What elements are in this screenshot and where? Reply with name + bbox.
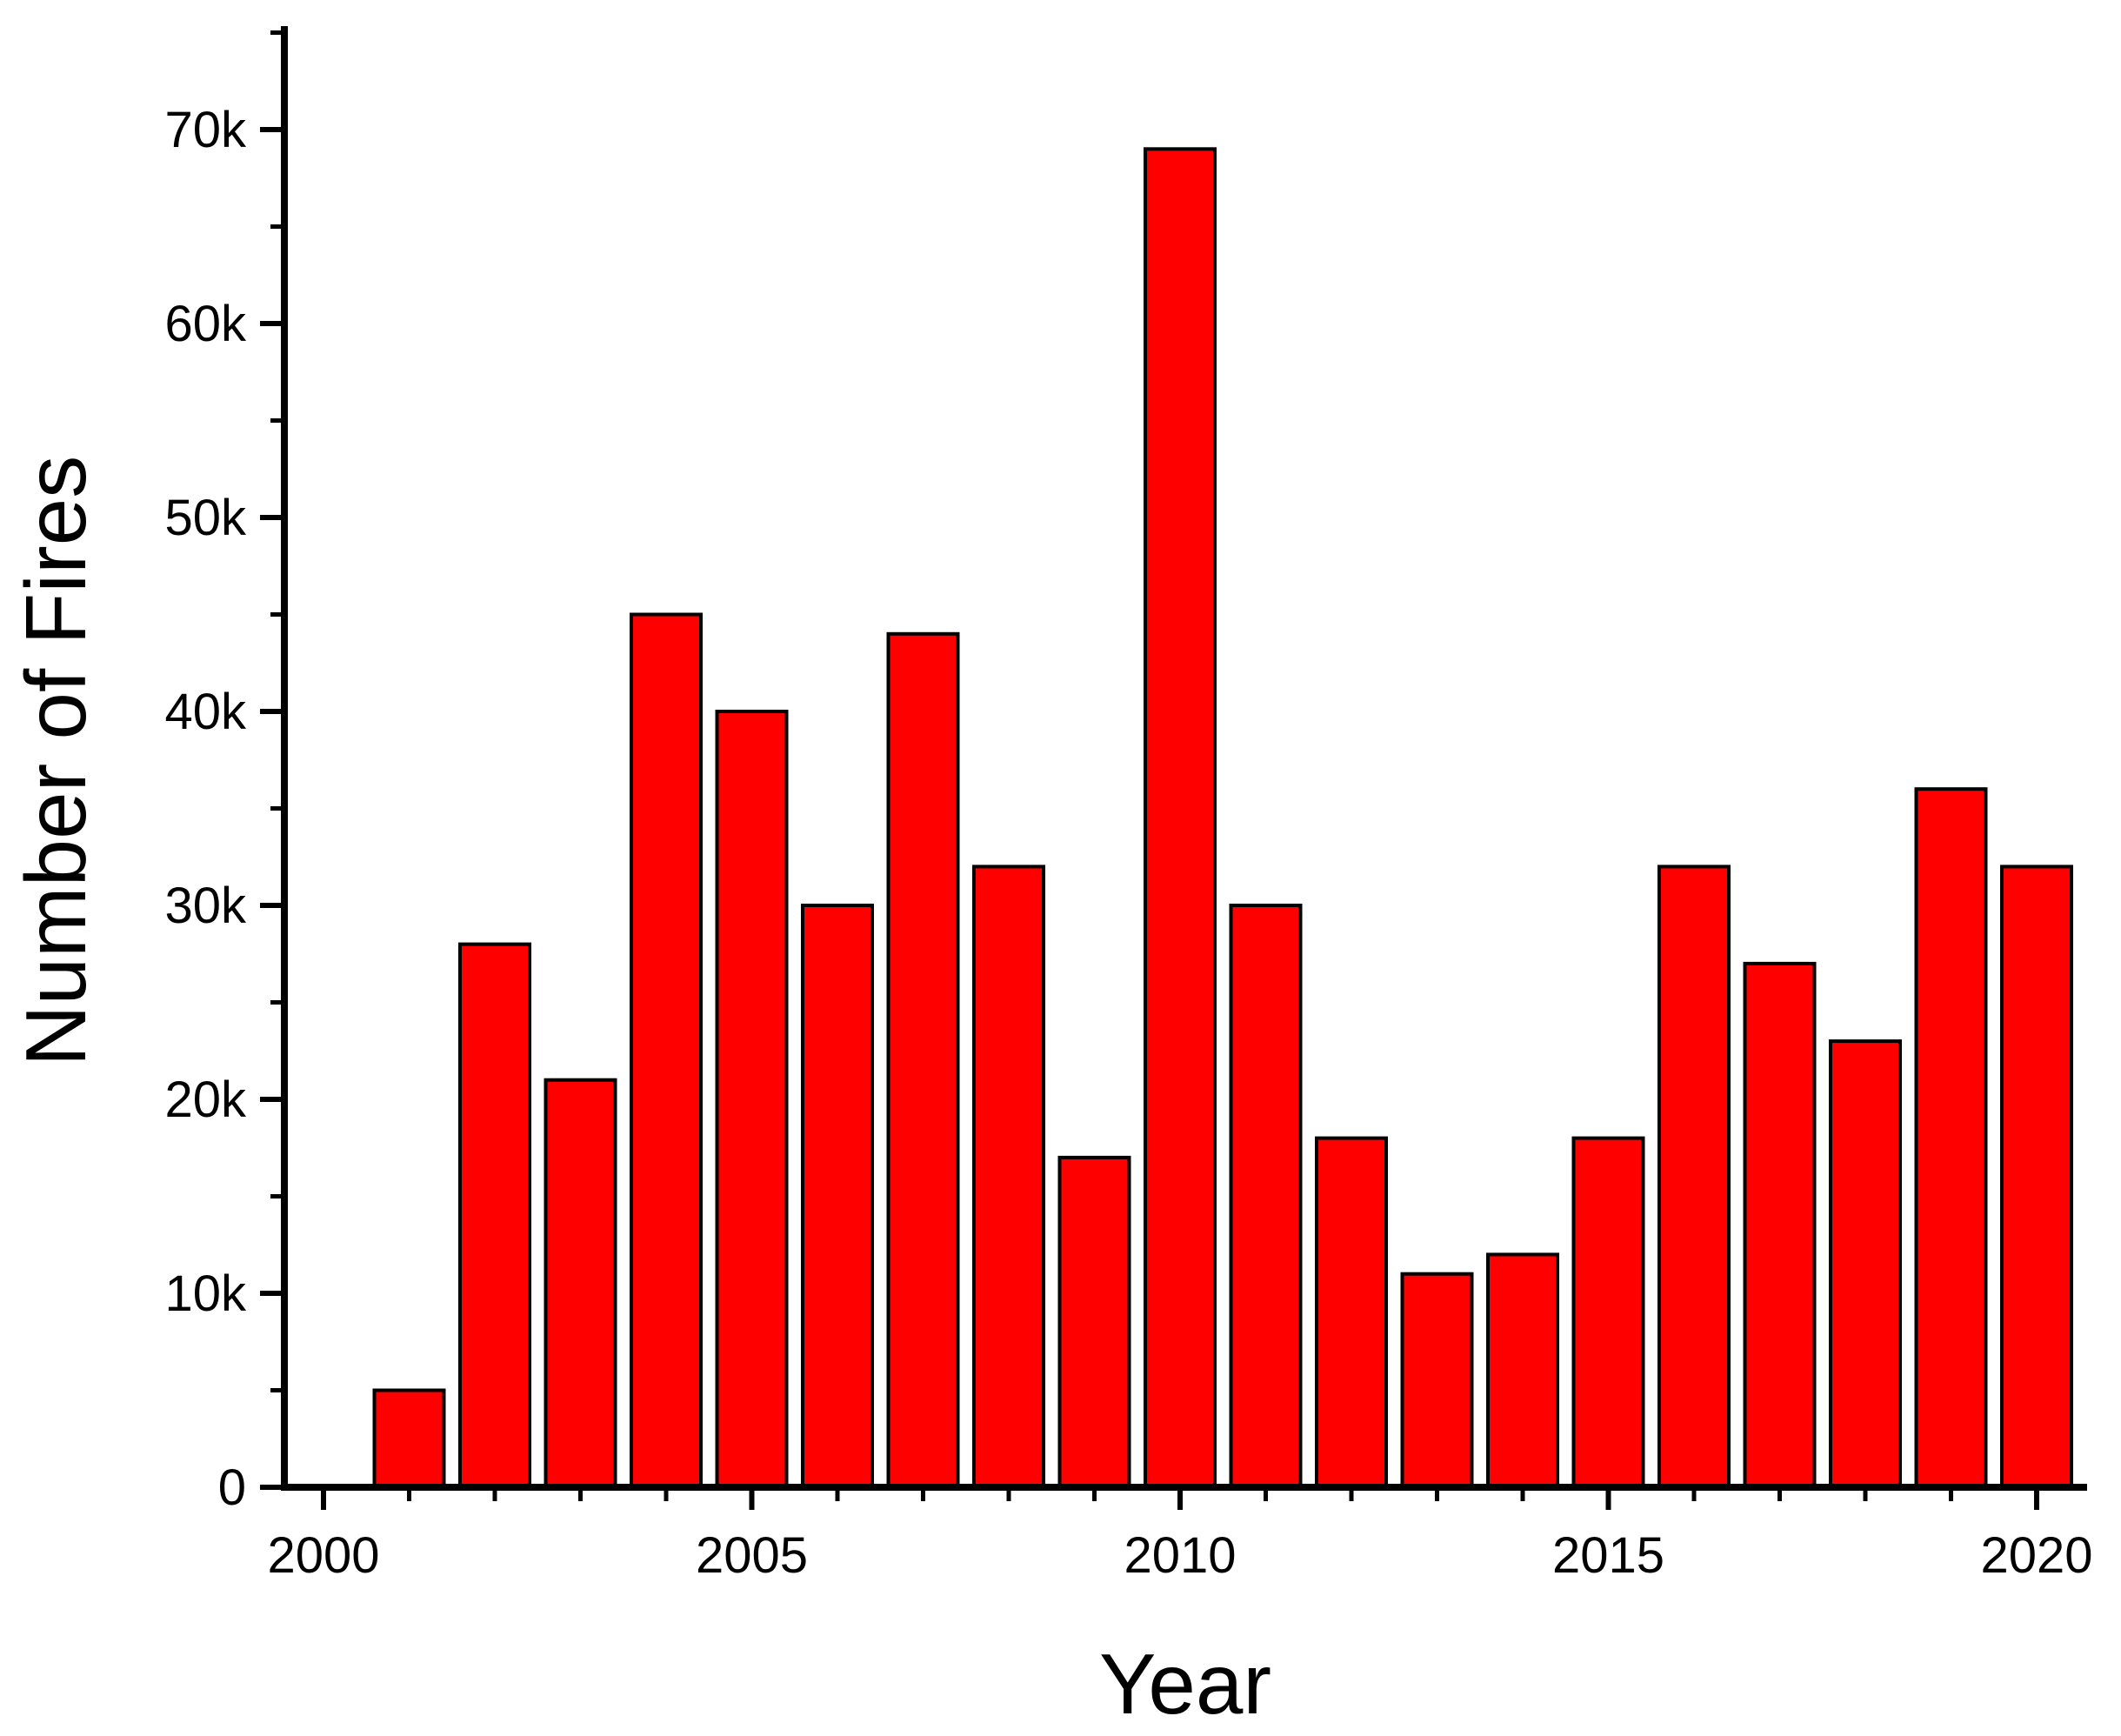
bar-2007 — [886, 631, 960, 1489]
bar-2020 — [2000, 865, 2073, 1489]
tick-labels: 0 10k 20k 30k 40k 50k 60k 70k 2000 2005 2010 2015 20… — [164, 102, 2092, 1584]
bar-2013 — [1400, 1272, 1474, 1489]
bars — [372, 147, 2073, 1490]
bar-2012 — [1315, 1136, 1388, 1489]
bar-2003 — [544, 1078, 617, 1489]
bar-2015 — [1571, 1136, 1645, 1489]
bar-2006 — [801, 904, 874, 1489]
ticks — [260, 30, 2039, 1510]
y-tick-label: 40k — [164, 684, 247, 740]
bar-2009 — [1057, 1155, 1131, 1490]
x-tick-label: 2000 — [267, 1527, 379, 1584]
y-axis-title: Number of Fires — [8, 456, 103, 1067]
x-axis-title: Year — [1099, 1636, 1271, 1732]
x-tick-label: 2005 — [696, 1527, 808, 1584]
y-tick-label: 20k — [164, 1072, 247, 1128]
bar-2010 — [1144, 147, 1217, 1489]
bar-2019 — [1914, 787, 1988, 1489]
x-tick-label: 2015 — [1552, 1527, 1664, 1584]
x-tick-label: 2020 — [1980, 1527, 2092, 1584]
bar-2014 — [1486, 1252, 1559, 1490]
bar-2011 — [1229, 904, 1303, 1489]
y-tick-label: 70k — [164, 102, 247, 158]
y-tick-label: 30k — [164, 878, 247, 934]
bar-2016 — [1657, 865, 1731, 1489]
bar-2001 — [372, 1388, 446, 1489]
bar-2004 — [630, 612, 703, 1489]
bar-2005 — [715, 710, 789, 1489]
y-tick-label: 0 — [218, 1459, 246, 1516]
x-tick-label: 2010 — [1124, 1527, 1236, 1584]
y-tick-label: 10k — [164, 1265, 247, 1322]
bar-2002 — [458, 942, 531, 1489]
bar-2017 — [1743, 961, 1817, 1489]
bar-2018 — [1829, 1039, 1902, 1489]
bar-2008 — [972, 865, 1045, 1489]
y-tick-label: 60k — [164, 296, 247, 352]
y-tick-label: 50k — [164, 490, 247, 546]
